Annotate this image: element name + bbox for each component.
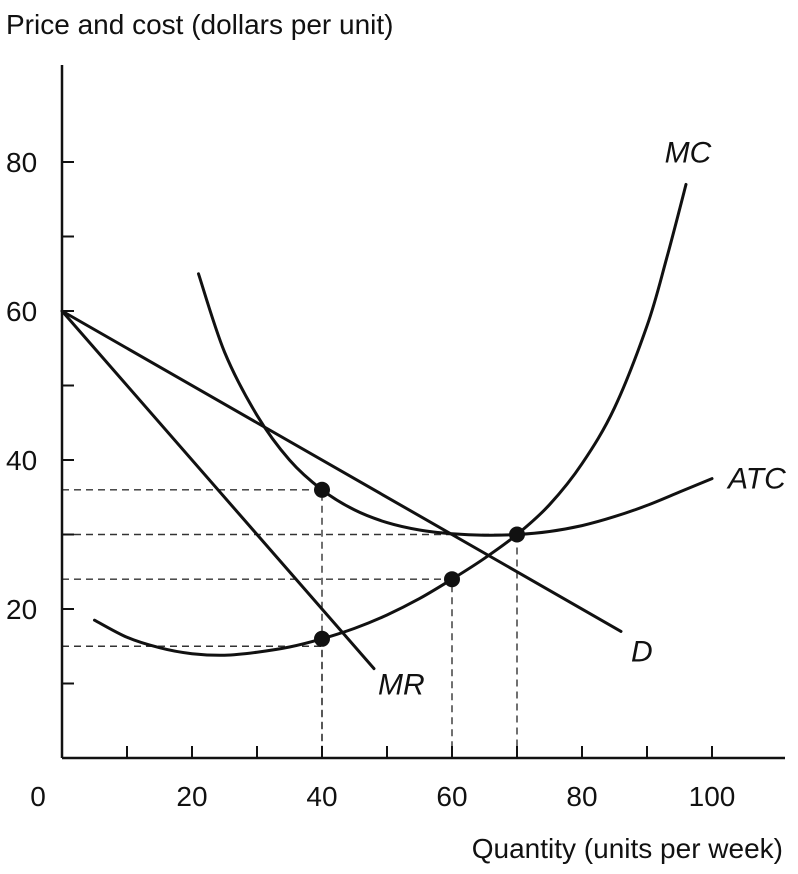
d-curve <box>60 309 623 633</box>
guide-line-3 <box>62 533 518 758</box>
x-tick-label-80: 80 <box>566 781 597 812</box>
point-marker-1 <box>314 630 330 647</box>
mc-label: MC <box>665 136 712 169</box>
origin-label: 0 <box>30 781 46 812</box>
d-label: D <box>631 635 653 668</box>
point-marker-0 <box>314 481 330 498</box>
guide-line-1 <box>62 645 323 758</box>
atc-curve <box>197 272 714 537</box>
mr-label: MR <box>378 669 425 702</box>
y-tick-label-60: 60 <box>6 296 37 327</box>
point-marker-2 <box>444 571 460 588</box>
y-tick-label-80: 80 <box>6 147 37 178</box>
x-tick-label-20: 20 <box>176 781 207 812</box>
axes: 20 40 60 80 100 20 40 60 80 <box>6 65 785 812</box>
y-tick-label-20: 20 <box>6 594 37 625</box>
curve-group <box>60 182 714 671</box>
y-axis-title: Price and cost (dollars per unit) <box>6 9 394 40</box>
mr-curve <box>60 309 376 671</box>
x-tick-label-40: 40 <box>306 781 337 812</box>
x-axis-title: Quantity (units per week) <box>472 833 783 864</box>
point-marker-3 <box>509 526 525 543</box>
x-tick-label-100: 100 <box>689 781 736 812</box>
mc-curve <box>93 182 688 657</box>
series-labels: D MR ATC MC <box>378 136 786 701</box>
y-tick-label-40: 40 <box>6 445 37 476</box>
guide-lines <box>62 489 518 758</box>
x-tick-label-60: 60 <box>436 781 467 812</box>
point-markers <box>314 481 525 647</box>
atc-label: ATC <box>726 463 786 496</box>
